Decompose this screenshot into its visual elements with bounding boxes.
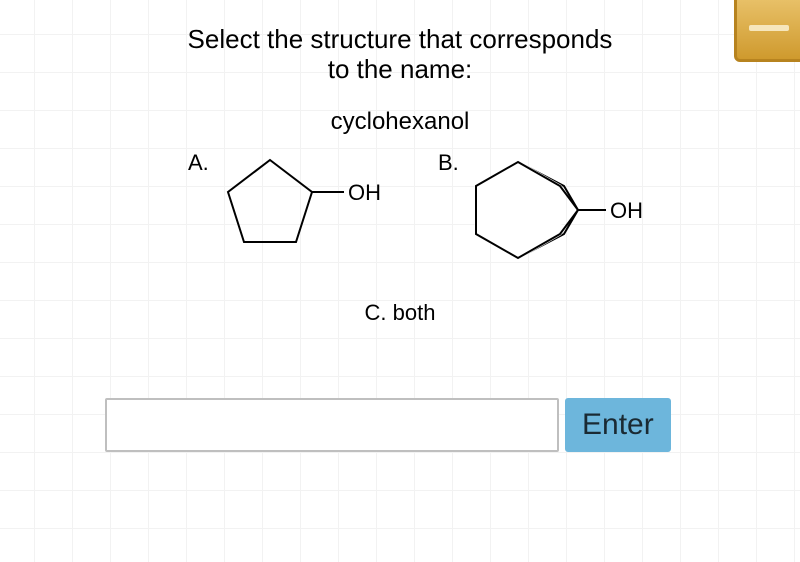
question-line-1: Select the structure that corresponds [0, 24, 800, 55]
badge-icon [734, 0, 800, 62]
answer-input[interactable] [105, 398, 559, 452]
option-a-label[interactable]: A. [188, 150, 209, 176]
enter-button[interactable]: Enter [565, 398, 671, 452]
answer-row: Enter [105, 398, 671, 452]
substituent-label-a: OH [348, 180, 381, 205]
compound-name: cyclohexanol [0, 108, 800, 136]
quiz-panel: Select the structure that corresponds to… [0, 0, 800, 562]
structure-b[interactable]: OH [460, 150, 660, 290]
question-line-2: to the name: [0, 54, 800, 85]
substituent-label-b: OH [610, 198, 643, 223]
option-b-label[interactable]: B. [438, 150, 459, 176]
option-c-label[interactable]: C. both [0, 300, 800, 326]
structure-a[interactable]: OH [210, 150, 400, 290]
pentagon-ring-icon [228, 160, 312, 242]
